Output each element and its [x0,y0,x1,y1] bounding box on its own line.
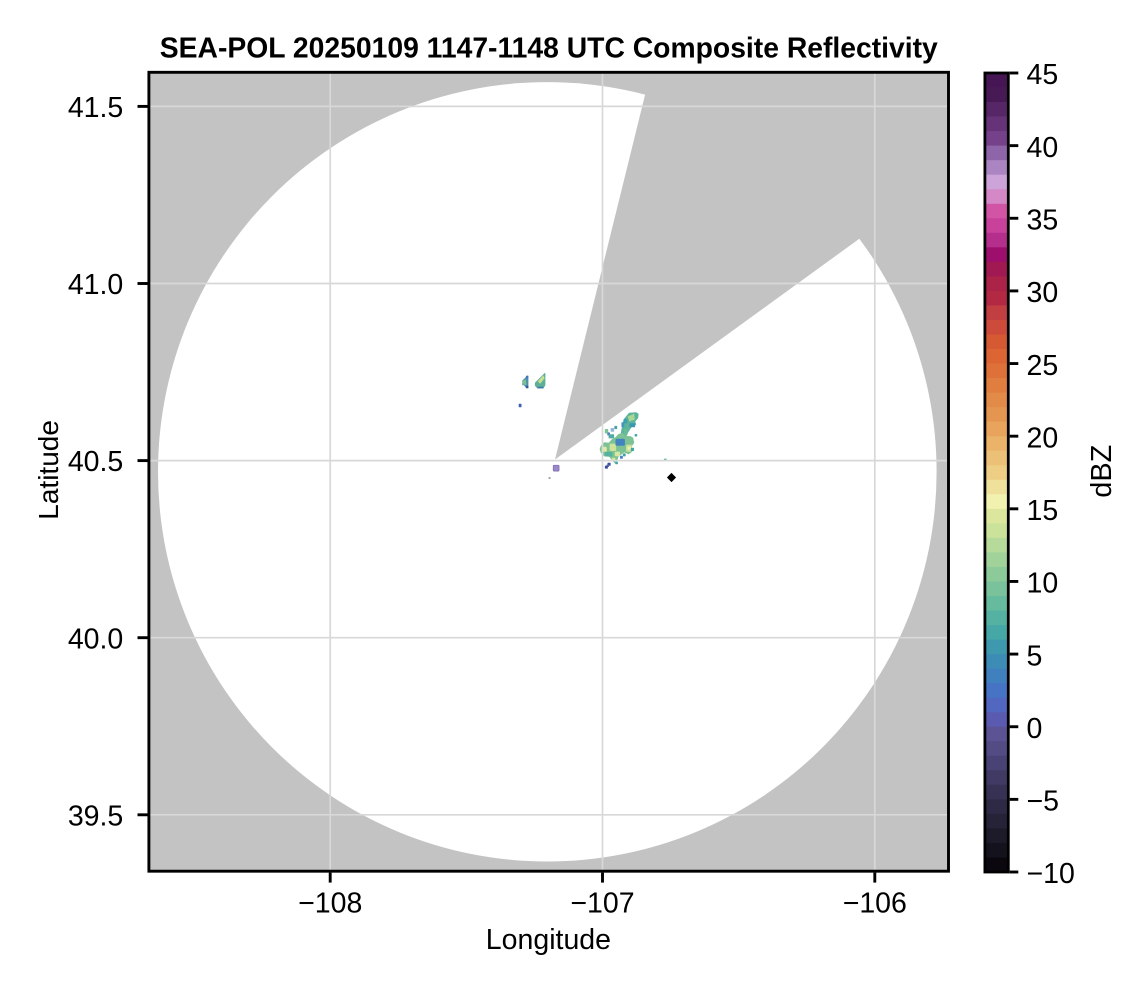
svg-text:39.5: 39.5 [68,800,123,832]
svg-text:45: 45 [1027,59,1059,91]
svg-text:−5: −5 [1027,786,1060,818]
svg-text:30: 30 [1027,277,1059,309]
svg-text:15: 15 [1027,495,1059,527]
svg-text:35: 35 [1027,204,1059,236]
svg-text:41.0: 41.0 [68,269,123,301]
svg-text:Longitude: Longitude [486,924,611,956]
svg-text:41.5: 41.5 [68,92,123,124]
svg-text:40.0: 40.0 [68,623,123,655]
svg-text:dBZ: dBZ [1086,445,1118,498]
svg-text:Latitude: Latitude [33,420,64,520]
svg-text:25: 25 [1027,350,1059,382]
svg-text:5: 5 [1027,640,1043,672]
svg-text:10: 10 [1027,568,1059,600]
svg-text:40: 40 [1027,132,1059,164]
svg-text:40.5: 40.5 [68,446,123,478]
svg-text:−106: −106 [843,888,907,920]
svg-text:SEA-POL 20250109 1147-1148 UTC: SEA-POL 20250109 1147-1148 UTC Composite… [160,32,938,64]
svg-text:−10: −10 [1027,858,1075,890]
svg-text:−107: −107 [570,888,634,920]
svg-text:−108: −108 [298,888,362,920]
svg-text:0: 0 [1027,713,1043,745]
svg-text:20: 20 [1027,422,1059,454]
